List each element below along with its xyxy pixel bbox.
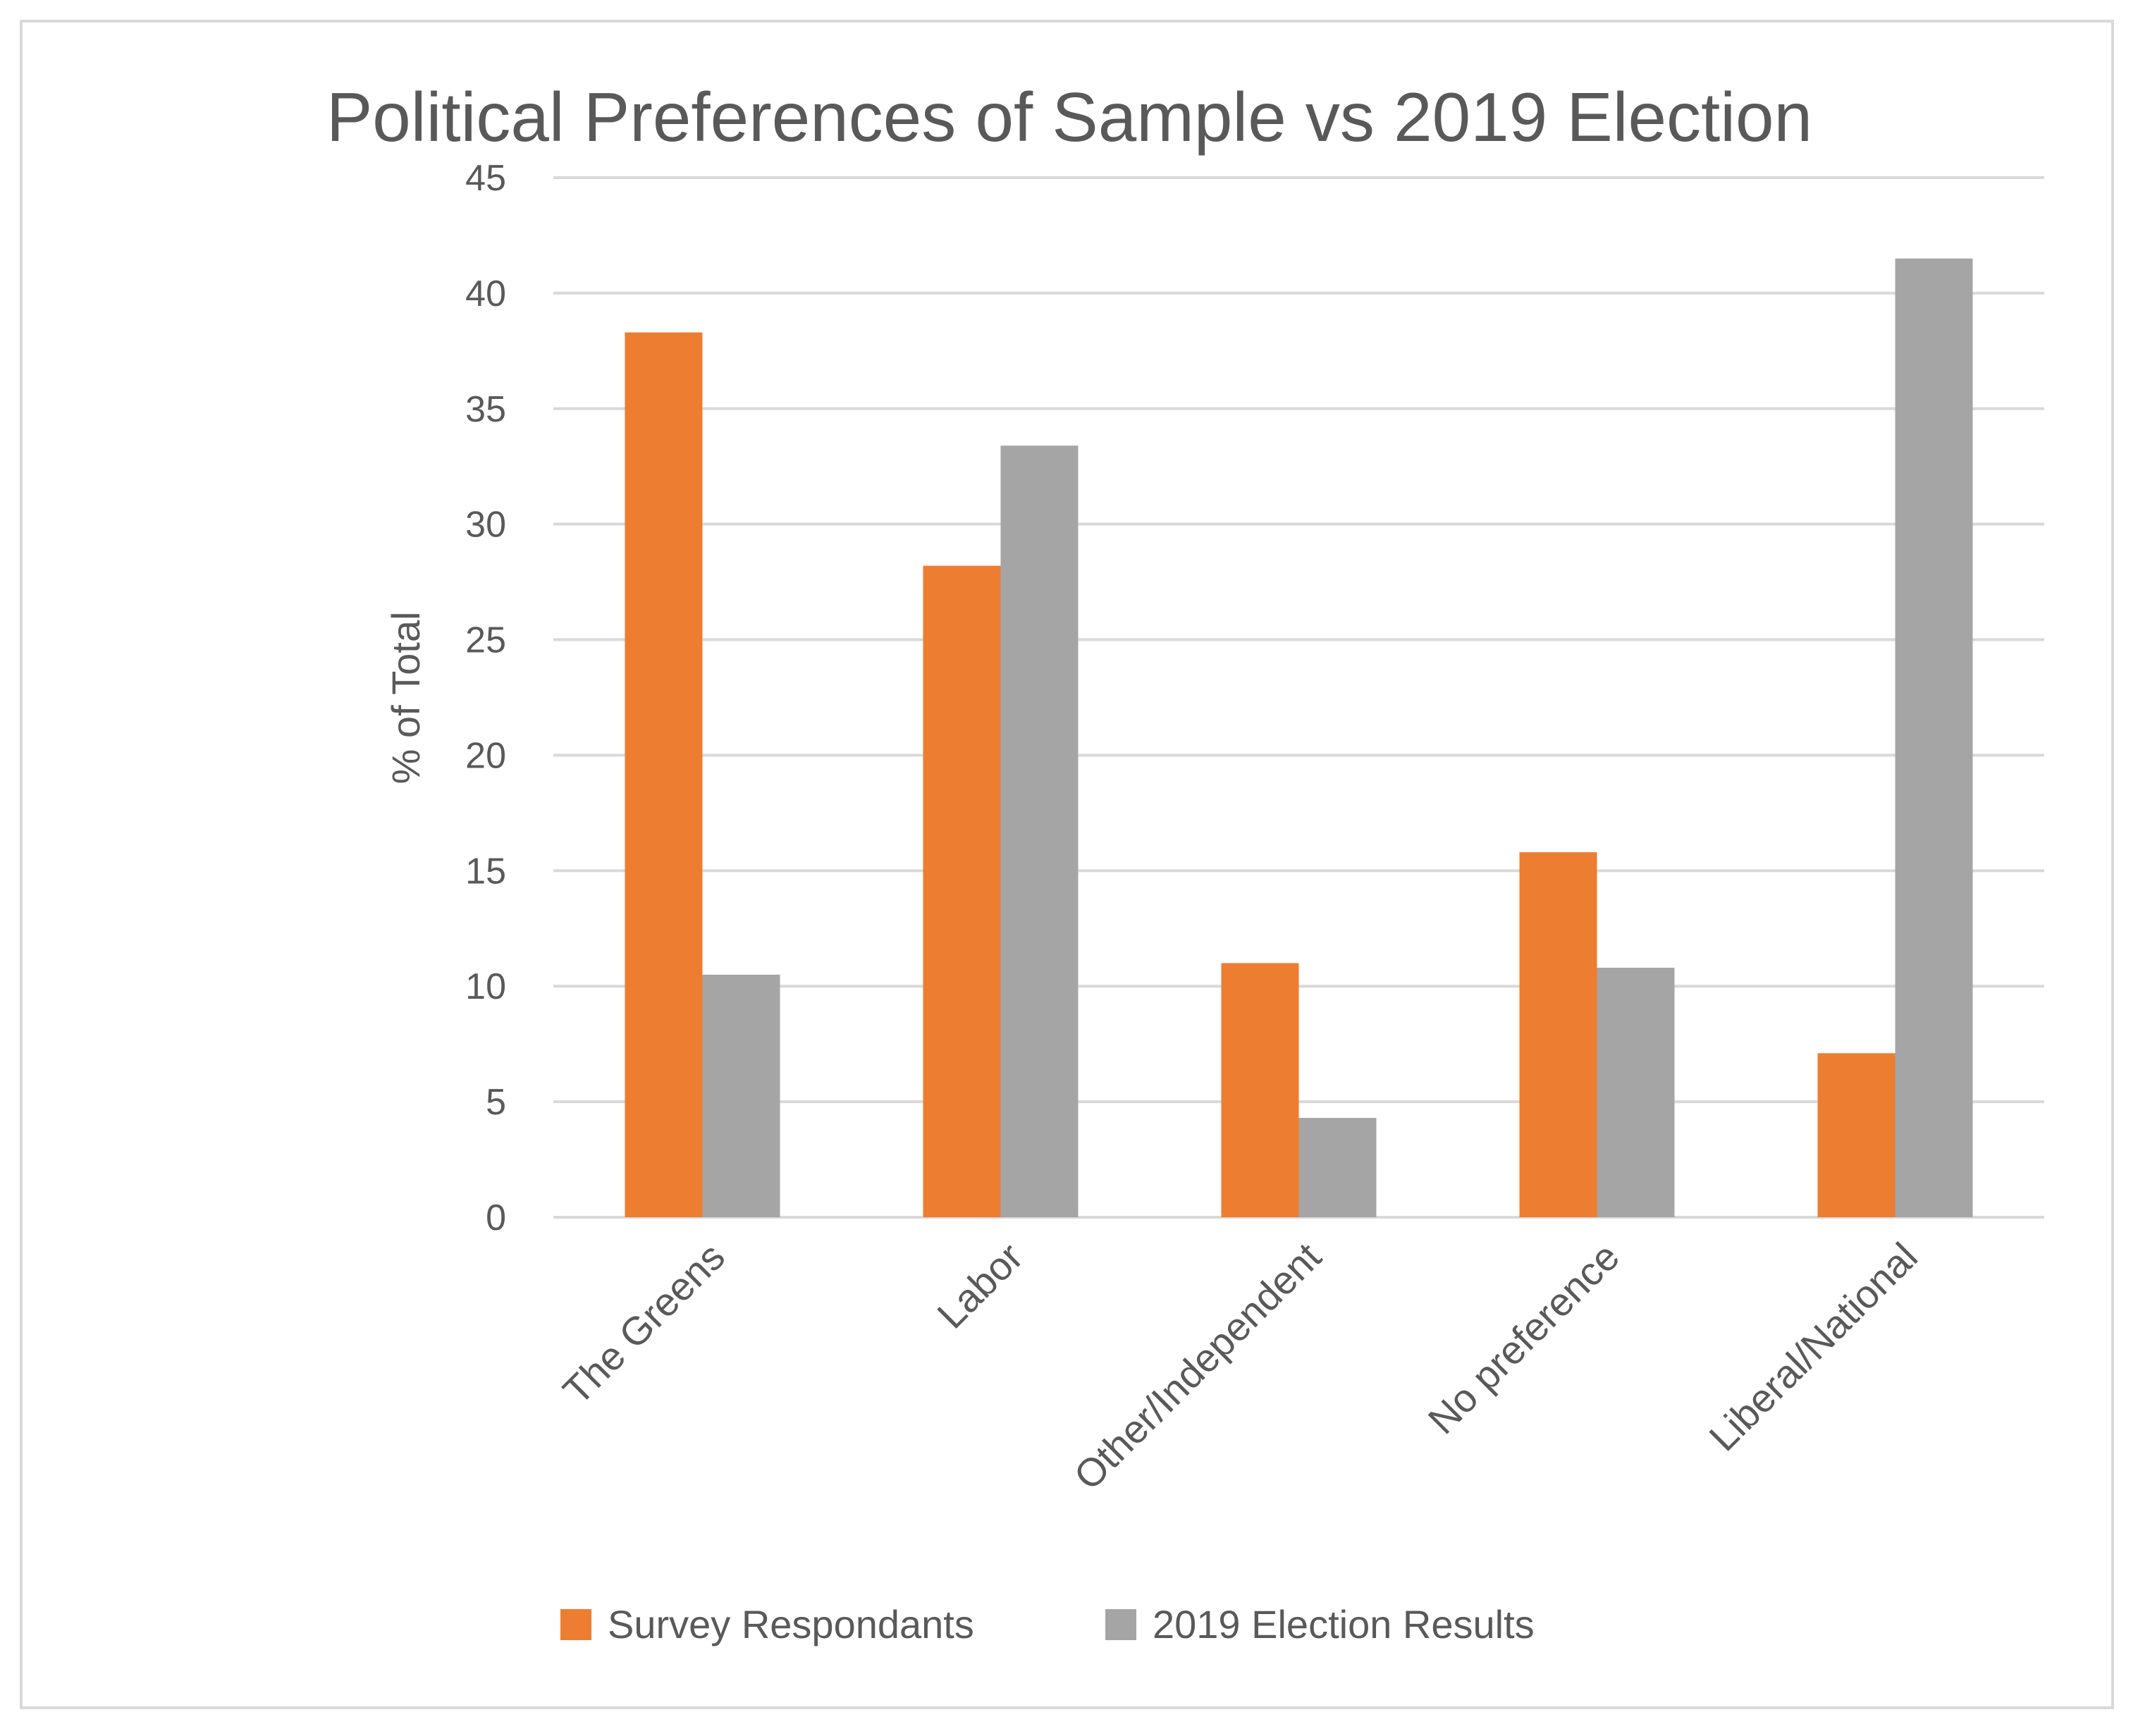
- y-tick-label: 25: [465, 620, 506, 661]
- x-category-label: Other/Independent: [1065, 1234, 1329, 1498]
- x-category-label: The Greens: [554, 1234, 733, 1413]
- y-tick-label: 0: [486, 1198, 506, 1238]
- y-tick-label: 5: [486, 1082, 506, 1123]
- bar-election-3: [1597, 968, 1675, 1217]
- bar-election-2: [1298, 1118, 1377, 1217]
- legend-label-survey: Survey Respondants: [608, 1602, 974, 1646]
- x-category-label: Labor: [928, 1234, 1031, 1337]
- y-tick-label: 10: [465, 966, 506, 1007]
- bars: [625, 258, 1973, 1218]
- y-tick-label: 45: [465, 158, 506, 199]
- y-axis-ticks: 0 5 10 15 20 25 30 35 40 45: [465, 158, 506, 1238]
- bar-survey-2: [1221, 963, 1299, 1217]
- x-category-label: No preference: [1420, 1234, 1628, 1442]
- legend-swatch-election: [1105, 1609, 1136, 1640]
- legend-swatch-survey: [560, 1609, 591, 1640]
- bar-survey-3: [1519, 852, 1597, 1217]
- bar-survey-0: [625, 332, 703, 1218]
- y-tick-label: 30: [465, 505, 506, 546]
- bar-election-0: [702, 974, 780, 1217]
- legend: Survey Respondants 2019 Election Results: [560, 1602, 1535, 1646]
- bar-survey-4: [1817, 1053, 1896, 1217]
- bar-survey-1: [923, 565, 1001, 1217]
- y-tick-label: 35: [465, 389, 506, 430]
- y-tick-label: 15: [465, 851, 506, 892]
- chart-title: Political Preferences of Sample vs 2019 …: [326, 78, 1812, 156]
- x-axis-categories: The Greens Labor Other/Independent No prefe…: [554, 1234, 1926, 1498]
- x-category-label: Liberal/National: [1700, 1234, 1926, 1460]
- y-tick-label: 40: [465, 273, 506, 314]
- bar-election-4: [1895, 258, 1973, 1218]
- legend-label-election: 2019 Election Results: [1153, 1602, 1535, 1646]
- y-axis-title: % of Total: [383, 612, 428, 784]
- gridlines: [553, 176, 2044, 1219]
- y-tick-label: 20: [465, 735, 506, 776]
- bar-election-1: [1000, 445, 1079, 1218]
